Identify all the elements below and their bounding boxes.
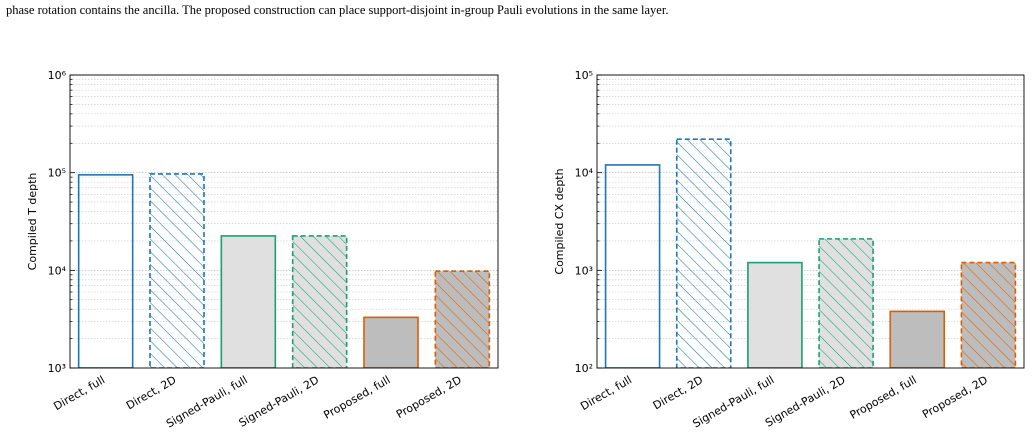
axes-frame: [69, 74, 499, 369]
caption: phase rotation contains the ancilla. The…: [6, 3, 668, 17]
x-tick-label: Signed-Pauli, 2D: [763, 373, 848, 429]
y-tick-label: 10²: [575, 362, 593, 375]
bar: [149, 173, 205, 368]
bar: [960, 261, 1017, 368]
bar: [291, 235, 348, 368]
x-tick-label: Signed-Pauli, 2D: [237, 373, 322, 429]
x-tick-label: Proposed, 2D: [920, 373, 990, 421]
y-tick-label: 10³: [575, 264, 593, 277]
bar: [675, 138, 732, 368]
bar: [434, 270, 491, 368]
y-tick-label: 10⁴: [48, 264, 67, 277]
axes-frame: [596, 74, 1025, 369]
bar: [363, 316, 419, 368]
bar: [77, 174, 134, 368]
x-tick-label: Proposed, full: [321, 373, 392, 422]
x-tick-label: Proposed, 2D: [394, 373, 464, 421]
y-axis-label: Compiled CX depth: [553, 168, 566, 274]
x-tick-label: Direct, 2D: [651, 373, 705, 412]
bar: [220, 235, 277, 368]
y-tick-label: 10⁵: [48, 167, 66, 180]
bar: [747, 261, 803, 368]
bar: [889, 310, 946, 368]
y-axis-label: Compiled T depth: [26, 173, 39, 271]
bar: [604, 164, 661, 368]
bar: [818, 238, 874, 368]
x-tick-label: Proposed, full: [848, 373, 919, 422]
x-tick-label: Direct, full: [51, 373, 107, 413]
y-tick-label: 10⁵: [575, 69, 593, 82]
x-tick-label: Direct, full: [578, 373, 634, 413]
y-tick-label: 10⁶: [48, 69, 67, 82]
y-tick-label: 10⁴: [575, 167, 594, 180]
x-tick-label: Direct, 2D: [124, 373, 178, 412]
y-tick-label: 10³: [48, 362, 66, 375]
